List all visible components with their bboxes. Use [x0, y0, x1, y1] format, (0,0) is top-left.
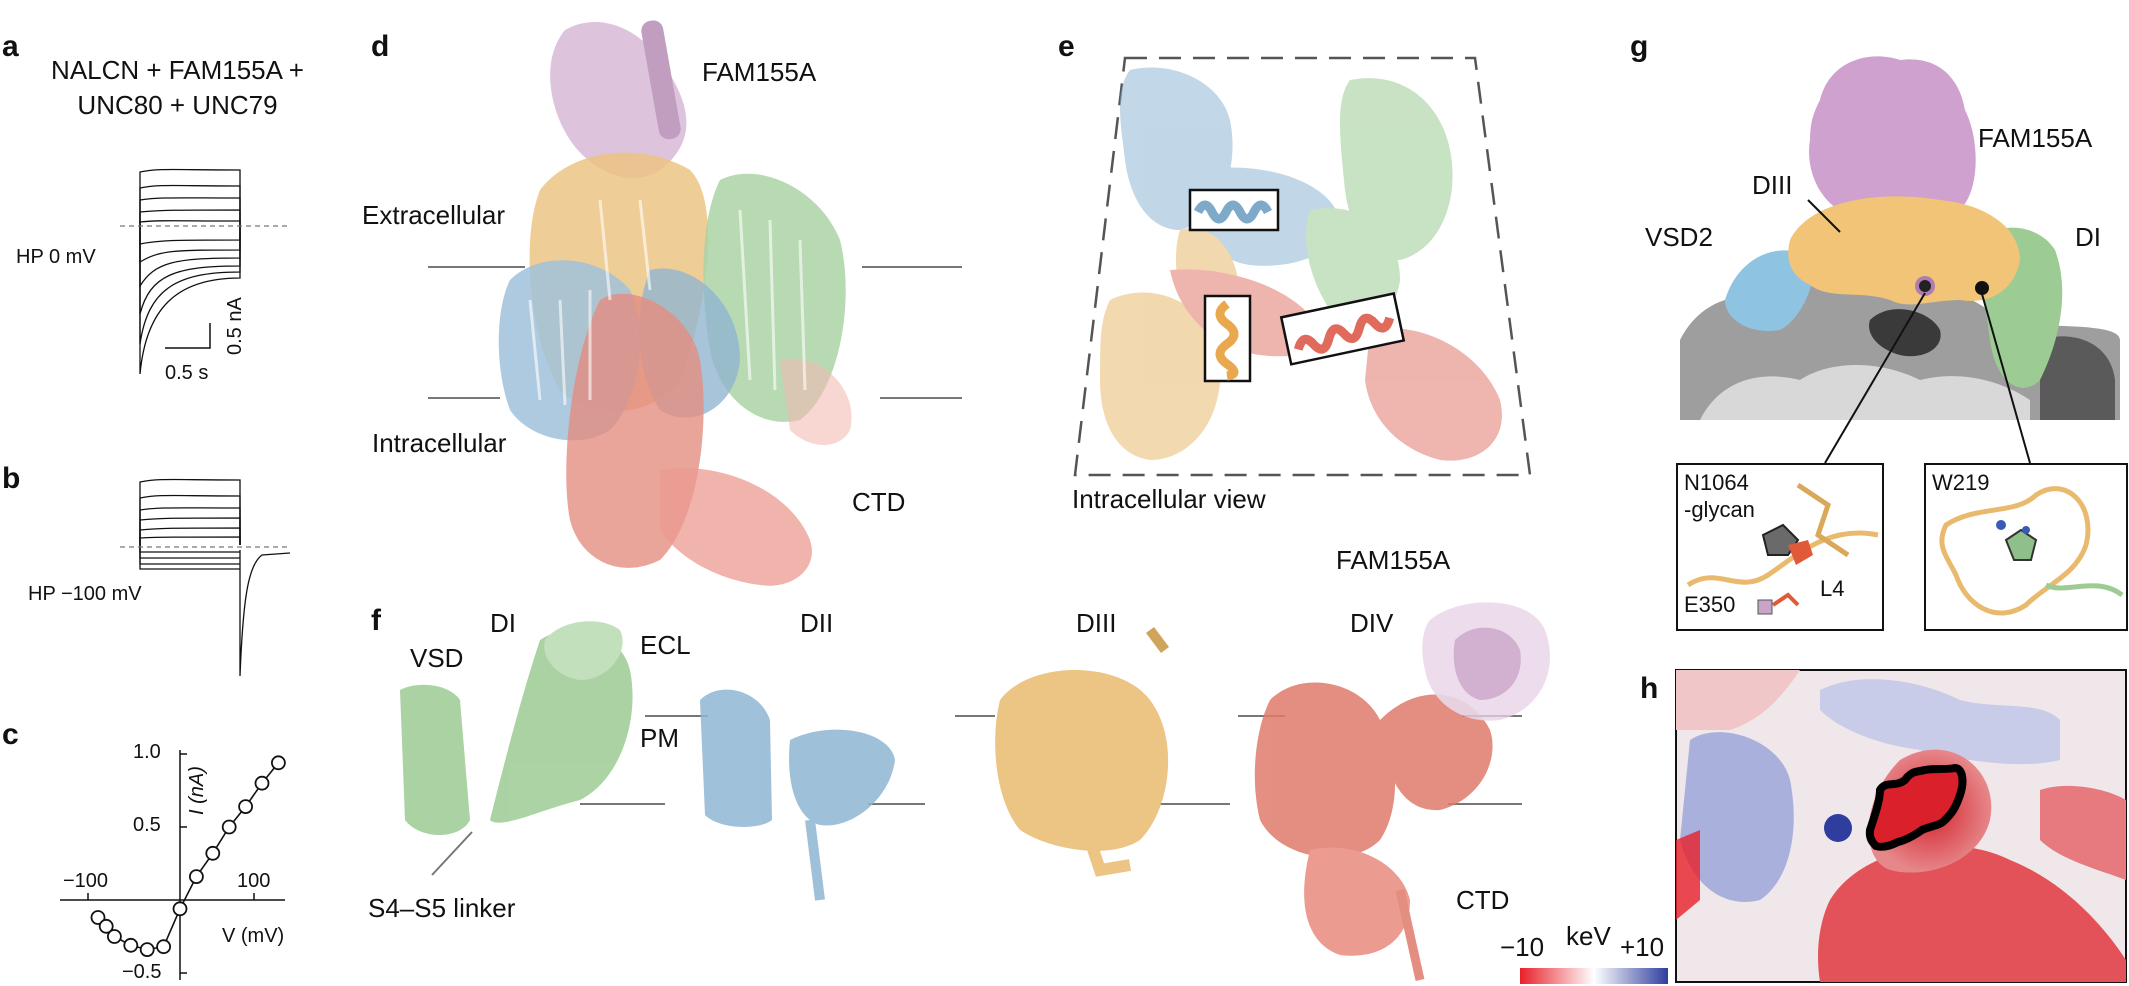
- panel-g-vsd2: VSD2: [1645, 222, 1713, 252]
- panel-a-title-line1: NALCN + FAM155A +: [51, 55, 304, 85]
- panel-a-holding: HP 0 mV: [16, 246, 96, 268]
- iv-point-1: [98, 918, 114, 934]
- panel-g-diii: DIII: [1752, 170, 1793, 200]
- panel-d-letter: d: [371, 30, 390, 63]
- panel-b-letter: b: [2, 462, 21, 495]
- iv-ylabel: I (nA): [186, 766, 208, 815]
- panel-c-axes: [60, 750, 285, 980]
- panel-f-letter: f: [371, 604, 381, 637]
- inset-glycan-e350: E350: [1684, 592, 1736, 617]
- iv-point-12: [270, 755, 286, 771]
- iv-ytick-3: −0.5: [122, 961, 162, 983]
- colorbar-unit: keV: [1566, 921, 1611, 951]
- panel-g-letter: g: [1630, 30, 1649, 63]
- panel-f-DIII: [995, 627, 1169, 877]
- iv-data-points: [90, 755, 286, 957]
- iv-point-8: [205, 845, 221, 861]
- iv-point-11: [254, 775, 270, 791]
- panel-a-traces: [120, 168, 290, 375]
- inset-glycan-line1: N1064: [1684, 470, 1749, 495]
- iv-point-6: [172, 901, 188, 917]
- panel-h-letter: h: [1640, 672, 1659, 705]
- iv-point-0: [90, 910, 106, 925]
- panel-e-frame: [1073, 56, 1532, 477]
- iv-ytick-1: 1.0: [133, 741, 161, 763]
- colorbar-min: −10: [1500, 932, 1545, 962]
- panel-f-DI: [400, 621, 633, 835]
- panel-d-structure: [498, 20, 852, 586]
- panel-f-ctd: CTD: [1456, 885, 1510, 915]
- panel-f-vsd: VSD: [410, 643, 464, 673]
- panel-b-traces: [120, 478, 291, 677]
- iv-point-2: [107, 929, 122, 944]
- glycan-inset-art: [1686, 482, 1879, 615]
- panel-f-DIV: [1254, 602, 1550, 981]
- panel-f-DII: [700, 689, 895, 901]
- iv-xlabel: V (mV): [222, 925, 285, 947]
- panel-f-di: DI: [490, 608, 516, 638]
- panel-a-title-line2: UNC80 + UNC79: [77, 90, 278, 120]
- panel-d-fam155a: FAM155A: [702, 57, 817, 87]
- iv-ytick-2: 0.5: [133, 814, 161, 836]
- panel-g-callout-lines: [1807, 199, 2031, 464]
- panel-g-inset-glycan: [1676, 463, 1884, 631]
- panel-g-fam155a: FAM155A: [1978, 123, 2093, 153]
- panel-a-scale-time: 0.5 s: [165, 362, 209, 384]
- panel-d-ctd: CTD: [852, 487, 906, 517]
- panel-f-diii: DIII: [1076, 608, 1117, 638]
- panel-b-holding: HP −100 mV: [28, 583, 142, 605]
- panel-c-letter: c: [2, 718, 19, 751]
- panel-e-structure: [1100, 67, 1502, 461]
- iv-point-9: [221, 819, 237, 835]
- panel-f-pm: PM: [640, 723, 679, 753]
- iv-point-10: [238, 799, 254, 814]
- panel-d-extracellular: Extracellular: [362, 200, 506, 230]
- panel-e-letter: e: [1058, 30, 1075, 63]
- w219-inset-art: [1939, 486, 2124, 616]
- inset-glycan-l4: L4: [1820, 576, 1845, 601]
- panel-a-scalebar: [165, 323, 211, 349]
- panel-f-div: DIV: [1350, 608, 1394, 638]
- iv-point-4: [139, 942, 155, 957]
- panel-a-letter: a: [2, 30, 19, 63]
- iv-point-7: [188, 869, 204, 884]
- iv-xtick-2: 100: [237, 870, 271, 892]
- panel-e-caption: Intracellular view: [1072, 484, 1266, 514]
- panel-g-inset-w219: [1924, 463, 2128, 631]
- panel-d-membrane: [428, 266, 962, 399]
- iv-point-5: [156, 939, 172, 955]
- panel-d-intracellular: Intracellular: [372, 428, 507, 458]
- panel-f-ecl: ECL: [640, 630, 691, 660]
- panel-g-di: DI: [2075, 222, 2101, 252]
- inset-w219-label: W219: [1932, 470, 1990, 495]
- panel-f-linker: S4–S5 linker: [368, 893, 516, 923]
- iv-xtick-1: −100: [63, 870, 109, 892]
- panel-e-highlight-helices: [1188, 188, 1406, 383]
- iv-point-3: [123, 937, 139, 953]
- panel-f-fam155a: FAM155A: [1336, 545, 1451, 575]
- panel-a-scale-current: 0.5 nA: [224, 297, 246, 355]
- inset-glycan-line2: -glycan: [1684, 497, 1755, 522]
- colorbar: [1520, 968, 1668, 984]
- panel-f-dii: DII: [800, 608, 834, 638]
- panel-h-surface: [1675, 669, 2127, 983]
- colorbar-max: +10: [1620, 932, 1665, 962]
- panel-g-surface: [1680, 56, 2120, 420]
